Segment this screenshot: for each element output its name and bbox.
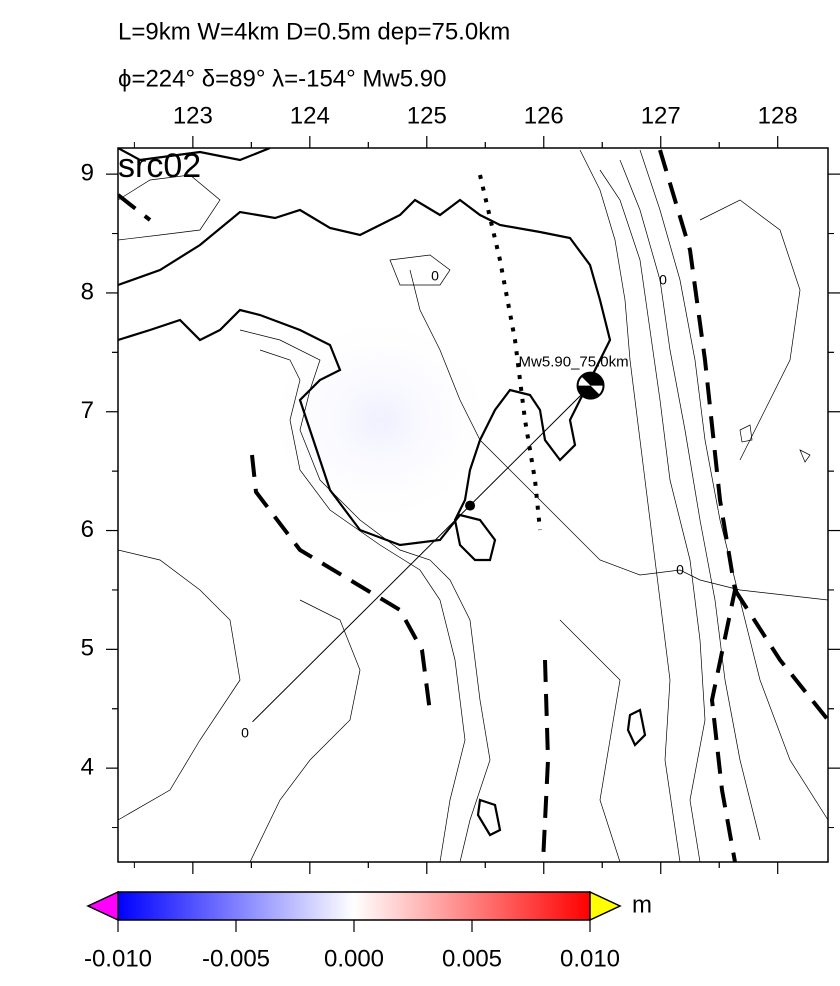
colorbar-tick-label: -0.010 — [84, 945, 152, 972]
x-tick-label: 126 — [524, 102, 564, 129]
contour-label: 0 — [431, 268, 439, 284]
y-tick-label: 7 — [81, 397, 94, 424]
colorbar-tick-label: 0.005 — [442, 945, 502, 972]
colorbar-over — [589, 890, 622, 922]
colorbar-tick-label: -0.005 — [202, 945, 270, 972]
x-tick-label: 127 — [641, 102, 681, 129]
header-line1: L=9km W=4km D=0.5m dep=75.0km — [118, 18, 510, 45]
beachball-quadrant — [577, 385, 600, 399]
contours — [118, 148, 828, 862]
colorbar-under — [86, 890, 119, 922]
map-frame — [117, 147, 829, 863]
contour-label: 0 — [659, 272, 667, 288]
beachball-quadrant — [581, 372, 604, 386]
y-tick-label: 6 — [81, 516, 94, 543]
header-line2: ϕ=224° δ=89° λ=-154° Mw5.90 — [118, 65, 446, 92]
colorbar-tick-label: 0.010 — [560, 945, 620, 972]
x-tick-label: 128 — [758, 102, 798, 129]
y-tick-label: 4 — [81, 753, 94, 780]
map-title: src02 — [118, 147, 201, 185]
hypocenter-label: Mw5.90_75.0km — [519, 354, 629, 371]
colorbar-tick-label: 0.000 — [324, 945, 384, 972]
x-tick-label: 124 — [290, 102, 330, 129]
x-tick-label: 125 — [407, 102, 447, 129]
fault-trace — [252, 385, 591, 723]
fault-center — [465, 500, 476, 511]
y-tick-label: 9 — [81, 159, 94, 186]
y-tick-label: 8 — [81, 278, 94, 305]
contour-label: 0 — [241, 725, 249, 741]
y-tick-label: 5 — [81, 635, 94, 662]
colorbar-unit: m — [632, 891, 652, 918]
colorbar — [117, 891, 591, 921]
contour-label: 0 — [676, 562, 684, 578]
x-tick-label: 123 — [173, 102, 213, 129]
